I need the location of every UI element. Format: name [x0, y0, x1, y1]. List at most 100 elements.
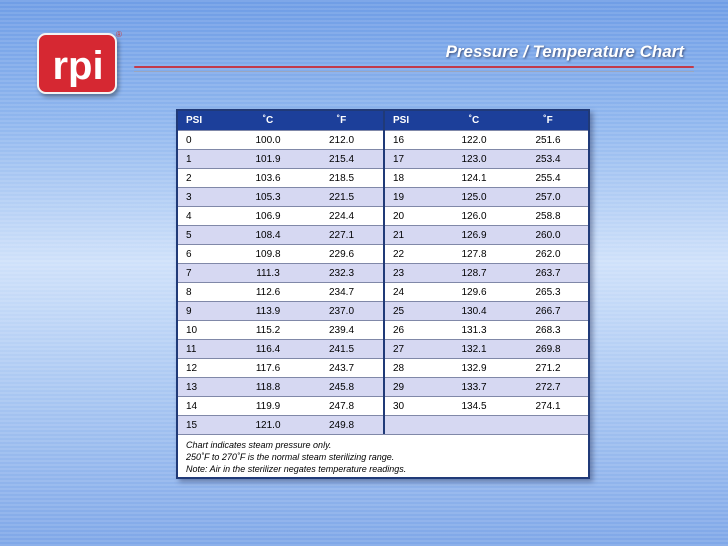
- table-notes: Chart indicates steam pressure only. 250…: [178, 434, 588, 475]
- fahrenheit-cell: 232.3: [300, 263, 385, 283]
- fahrenheit-cell: 215.4: [300, 149, 385, 169]
- psi-cell: 2: [178, 168, 236, 188]
- fahrenheit-cell: 221.5: [300, 187, 385, 207]
- celsius-cell: 111.3: [236, 263, 300, 283]
- fahrenheit-cell: 272.7: [508, 377, 588, 397]
- fahrenheit-cell: [508, 415, 588, 434]
- fahrenheit-cell: 268.3: [508, 320, 588, 340]
- table-row: 5 108.4 227.1 21 126.9 260.0: [178, 225, 588, 245]
- celsius-cell: 108.4: [236, 225, 300, 245]
- table-row: 4 106.9 224.4 20 126.0 258.8: [178, 206, 588, 226]
- page-title: Pressure / Temperature Chart: [445, 42, 684, 61]
- celsius-cell: 116.4: [236, 339, 300, 359]
- table-row: 12 117.6 243.7 28 132.9 271.2: [178, 358, 588, 378]
- table-row: 8 112.6 234.7 24 129.6 265.3: [178, 282, 588, 302]
- celsius-cell: 121.0: [236, 415, 300, 434]
- psi-cell: 9: [178, 301, 236, 321]
- psi-cell: 12: [178, 358, 236, 378]
- psi-cell: 6: [178, 244, 236, 264]
- fahrenheit-cell: 243.7: [300, 358, 385, 378]
- psi-cell: 7: [178, 263, 236, 283]
- psi-cell: 30: [384, 396, 440, 416]
- fahrenheit-cell: 245.8: [300, 377, 385, 397]
- rpi-logo-mark: rpi: [52, 44, 103, 87]
- celsius-cell: 122.0: [440, 130, 508, 150]
- psi-cell: 8: [178, 282, 236, 302]
- table-row: 11 116.4 241.5 27 132.1 269.8: [178, 339, 588, 359]
- table-row: 2 103.6 218.5 18 124.1 255.4: [178, 168, 588, 188]
- celsius-cell: 129.6: [440, 282, 508, 302]
- table-row: 0 100.0 212.0 16 122.0 251.6: [178, 130, 588, 150]
- celsius-cell: 112.6: [236, 282, 300, 302]
- title-underline-gray: [134, 71, 694, 72]
- psi-cell: 3: [178, 187, 236, 207]
- fahrenheit-cell: 263.7: [508, 263, 588, 283]
- psi-cell: 21: [384, 225, 440, 245]
- title-underline-red: [134, 66, 694, 68]
- celsius-cell: 115.2: [236, 320, 300, 340]
- column-header-celsius: ˚C: [236, 111, 300, 131]
- fahrenheit-cell: 247.8: [300, 396, 385, 416]
- fahrenheit-cell: 251.6: [508, 130, 588, 150]
- celsius-cell: 118.8: [236, 377, 300, 397]
- fahrenheit-cell: 241.5: [300, 339, 385, 359]
- registered-mark: ®: [116, 30, 122, 39]
- celsius-cell: 132.9: [440, 358, 508, 378]
- psi-cell: 11: [178, 339, 236, 359]
- note-line: Note: Air in the sterilizer negates temp…: [186, 464, 407, 474]
- celsius-cell: 125.0: [440, 187, 508, 207]
- psi-cell: 27: [384, 339, 440, 359]
- celsius-cell: 123.0: [440, 149, 508, 169]
- fahrenheit-cell: 227.1: [300, 225, 385, 245]
- celsius-cell: [440, 415, 508, 434]
- celsius-cell: 105.3: [236, 187, 300, 207]
- table-row: 10 115.2 239.4 26 131.3 268.3: [178, 320, 588, 340]
- celsius-cell: 124.1: [440, 168, 508, 188]
- celsius-cell: 117.6: [236, 358, 300, 378]
- celsius-cell: 131.3: [440, 320, 508, 340]
- fahrenheit-cell: 239.4: [300, 320, 385, 340]
- fahrenheit-cell: 249.8: [300, 415, 385, 434]
- fahrenheit-cell: 265.3: [508, 282, 588, 302]
- fahrenheit-cell: 255.4: [508, 168, 588, 188]
- data-table: PSI ˚C ˚F PSI ˚C ˚F 0 100.0 212.0 16 122.0 25…: [178, 111, 588, 434]
- column-header-celsius: ˚C: [440, 111, 508, 131]
- psi-cell: 20: [384, 206, 440, 226]
- psi-cell: 26: [384, 320, 440, 340]
- psi-cell: [384, 415, 440, 434]
- fahrenheit-cell: 237.0: [300, 301, 385, 321]
- celsius-cell: 109.8: [236, 244, 300, 264]
- celsius-cell: 119.9: [236, 396, 300, 416]
- celsius-cell: 134.5: [440, 396, 508, 416]
- fahrenheit-cell: 212.0: [300, 130, 385, 150]
- table-row: 1 101.9 215.4 17 123.0 253.4: [178, 149, 588, 169]
- fahrenheit-cell: 266.7: [508, 301, 588, 321]
- psi-cell: 28: [384, 358, 440, 378]
- psi-cell: 16: [384, 130, 440, 150]
- psi-cell: 18: [384, 168, 440, 188]
- fahrenheit-cell: 224.4: [300, 206, 385, 226]
- pressure-temperature-table: PSI ˚C ˚F PSI ˚C ˚F 0 100.0 212.0 16 122.0 25…: [176, 109, 590, 479]
- column-header-fahrenheit: ˚F: [300, 111, 385, 131]
- rpi-logo: rpi: [37, 33, 117, 94]
- psi-cell: 14: [178, 396, 236, 416]
- logo-text: rpi: [52, 44, 103, 87]
- celsius-cell: 126.0: [440, 206, 508, 226]
- celsius-cell: 101.9: [236, 149, 300, 169]
- table-row: 6 109.8 229.6 22 127.8 262.0: [178, 244, 588, 264]
- celsius-cell: 126.9: [440, 225, 508, 245]
- psi-cell: 4: [178, 206, 236, 226]
- fahrenheit-cell: 229.6: [300, 244, 385, 264]
- psi-cell: 10: [178, 320, 236, 340]
- psi-cell: 25: [384, 301, 440, 321]
- celsius-cell: 132.1: [440, 339, 508, 359]
- column-header-psi: PSI: [384, 111, 440, 131]
- column-header-psi: PSI: [178, 111, 236, 131]
- celsius-cell: 100.0: [236, 130, 300, 150]
- table-row: 14 119.9 247.8 30 134.5 274.1: [178, 396, 588, 416]
- table-row: 3 105.3 221.5 19 125.0 257.0: [178, 187, 588, 207]
- psi-cell: 24: [384, 282, 440, 302]
- fahrenheit-cell: 258.8: [508, 206, 588, 226]
- column-header-fahrenheit: ˚F: [508, 111, 588, 131]
- celsius-cell: 130.4: [440, 301, 508, 321]
